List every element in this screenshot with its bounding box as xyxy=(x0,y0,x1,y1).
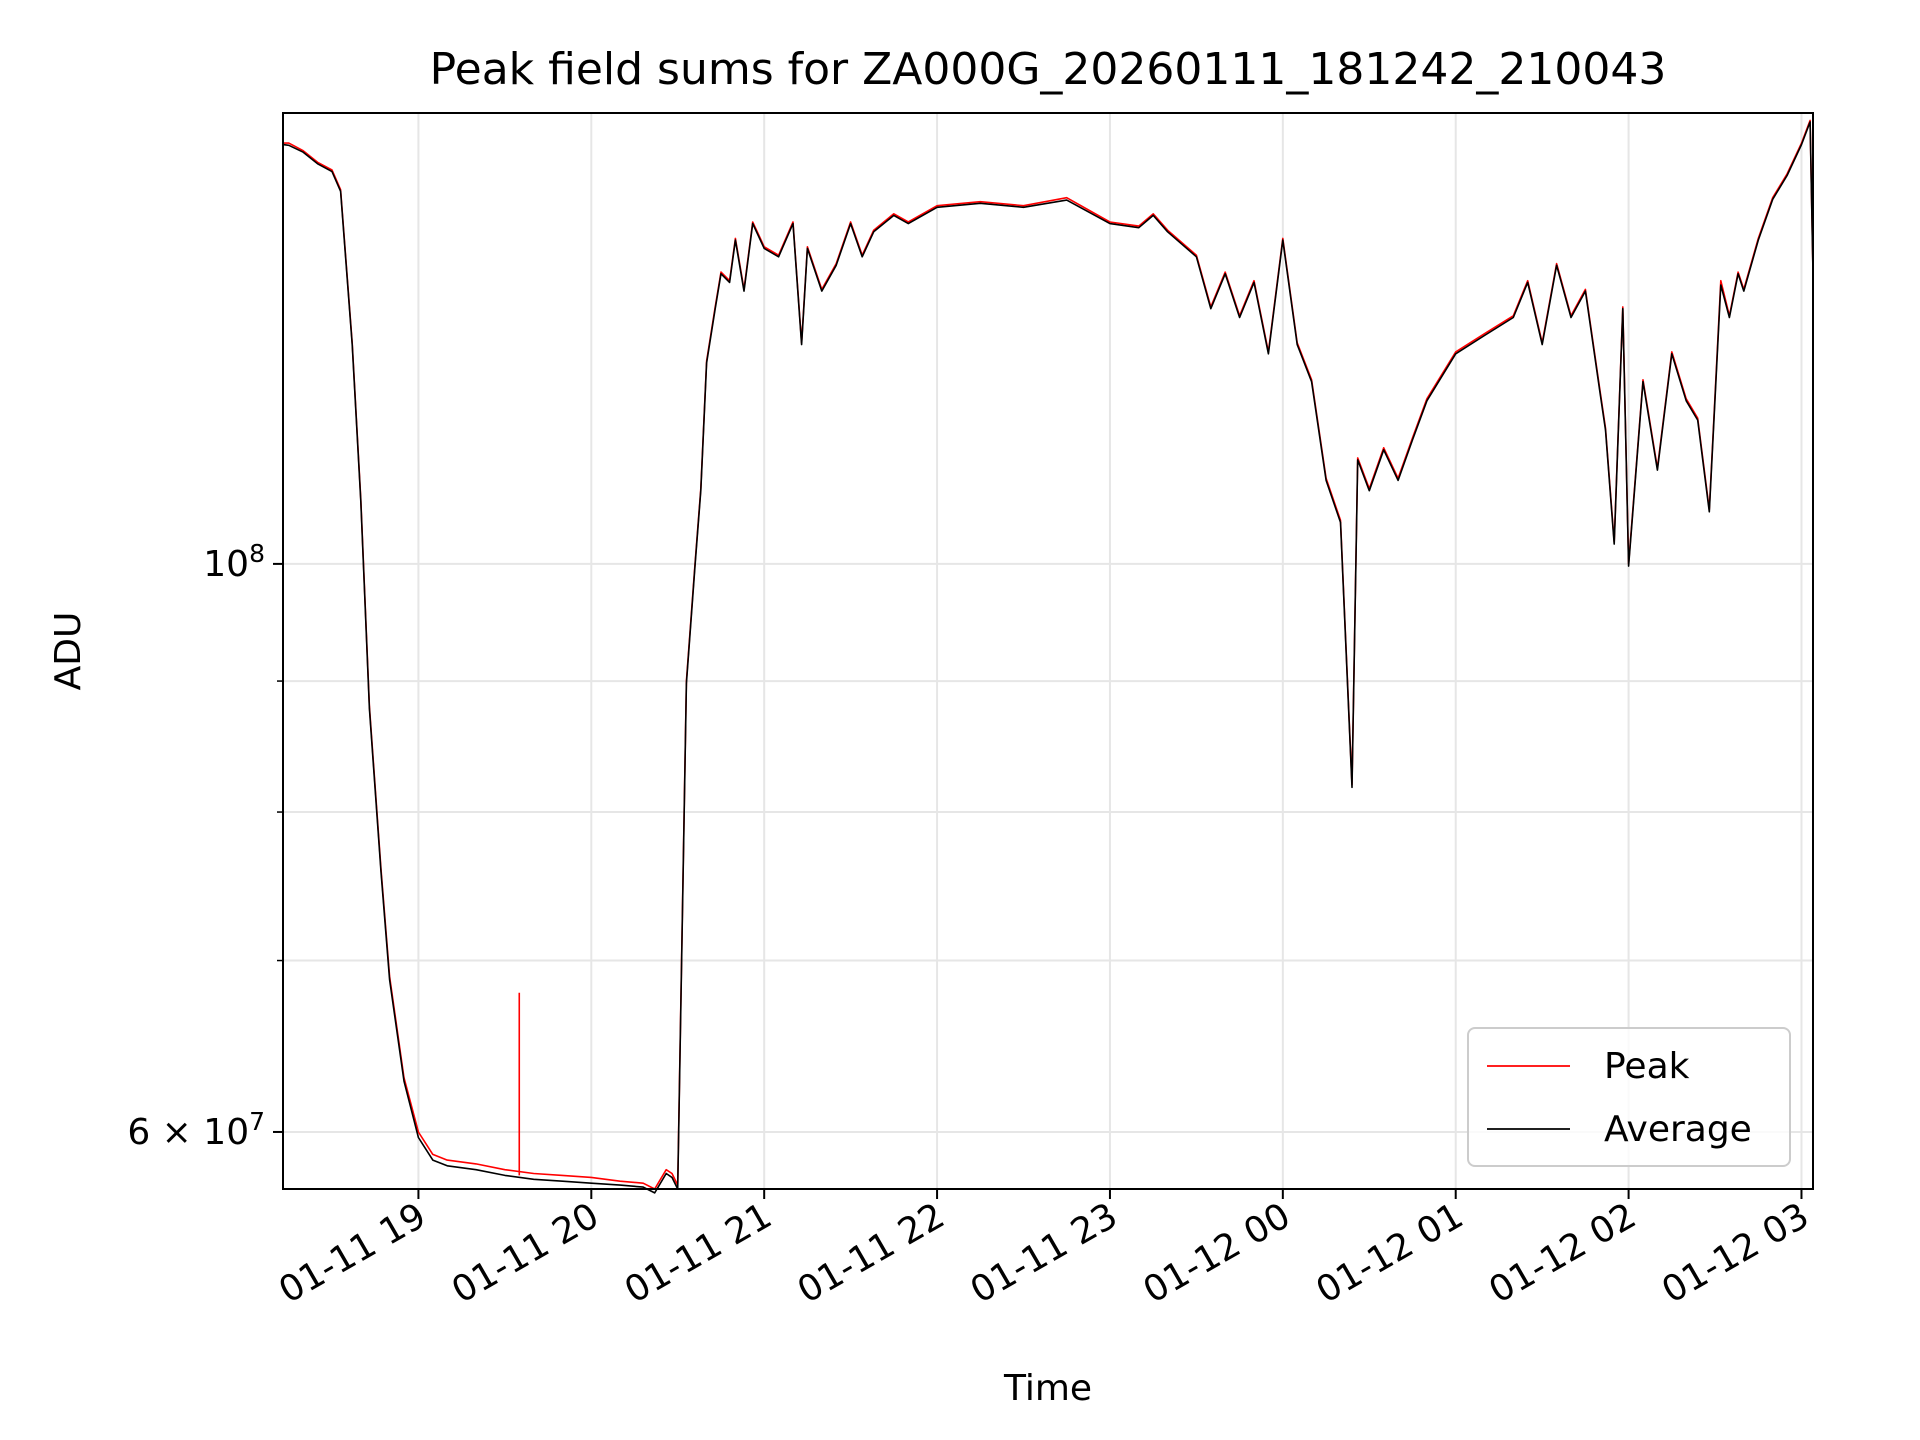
x-axis-label: Time xyxy=(1003,1368,1092,1409)
y-tick-label: 6 × 107 xyxy=(127,1107,265,1153)
legend-label-average: Average xyxy=(1604,1109,1752,1150)
series-line-peak xyxy=(283,119,1814,1190)
chart-title: Peak field sums for ZA000G_20260111_1812… xyxy=(430,44,1667,95)
legend: Peak Average xyxy=(1467,1027,1791,1167)
series-line-average xyxy=(282,121,1814,1194)
y-axis-label: ADU xyxy=(48,612,89,691)
series-lines xyxy=(282,119,1814,1194)
y-axis: 108 6 × 107 xyxy=(127,539,283,1153)
plot-frame xyxy=(282,112,1814,1190)
y-tick-label: 108 xyxy=(203,539,265,585)
legend-label-peak: Peak xyxy=(1604,1046,1690,1087)
legend-box xyxy=(1467,1027,1791,1167)
